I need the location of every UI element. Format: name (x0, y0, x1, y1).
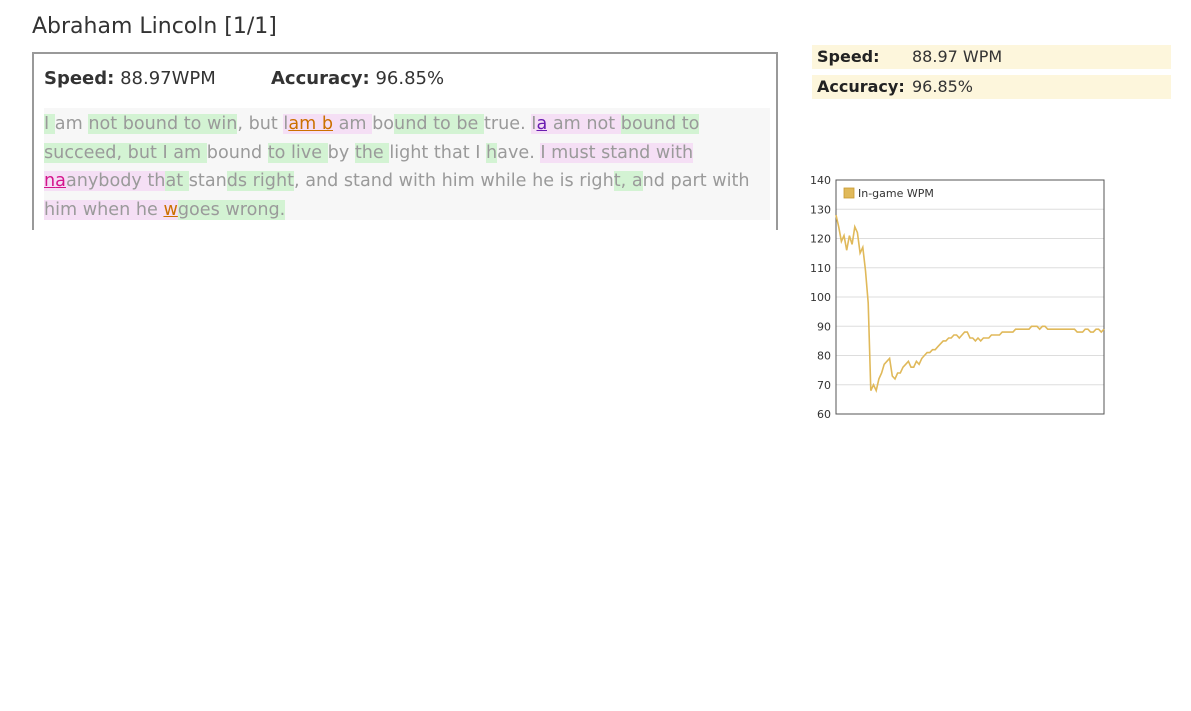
summary-accuracy-label: Accuracy: (817, 77, 905, 96)
summary-speed-label: Speed: (817, 47, 880, 66)
passage-segment: at (165, 171, 189, 191)
y-tick-label: 140 (810, 174, 831, 187)
accuracy-label: Accuracy: (271, 68, 370, 89)
passage-segment: be (456, 114, 484, 134)
passage-segment: , and stand with him while he is righ (294, 171, 614, 191)
passage-segment: succeed, but (44, 142, 163, 163)
summary-stats: Speed: 88.97 WPM Accuracy: 96.85% (812, 45, 1171, 105)
passage-segment: , but (237, 114, 284, 134)
passage-segment: ave. (497, 142, 541, 163)
passage-segment: ds right (226, 171, 295, 191)
series-line (835, 214, 1105, 394)
passage-segment: I (44, 114, 55, 134)
y-tick-label: 80 (817, 350, 831, 363)
passage-segment: l (283, 114, 289, 134)
summary-accuracy-row: Accuracy: 96.85% (812, 75, 1171, 99)
wpm-chart: 60 70 80 90 100 110 120 130 140 In-game WPM (810, 174, 1105, 421)
y-tick-label: 90 (817, 320, 831, 333)
passage-segment: bo (372, 114, 395, 134)
passage-segment: I must (540, 142, 602, 163)
passage-segment: not (88, 114, 123, 134)
passage-segment: light that I (389, 142, 487, 163)
y-tick-label: 130 (810, 203, 831, 216)
passage-segment: bo (620, 114, 643, 134)
passage-segment: th (147, 171, 166, 191)
passage-segment: und (394, 114, 434, 134)
passage-segment: live (291, 142, 328, 163)
passage-segment: h (486, 142, 498, 163)
passage-segment: goes wrong. (177, 199, 286, 220)
legend-swatch (843, 187, 855, 199)
passage-line: naanybody that stands right, and stand w… (44, 167, 770, 196)
summary-speed-row: Speed: 88.97 WPM (812, 45, 1171, 69)
y-tick-label: 100 (810, 291, 831, 304)
passage-segment: am b (288, 114, 333, 134)
passage-segment: I (531, 114, 537, 134)
passage-segment: to (267, 142, 292, 163)
passage-segment: w (163, 199, 178, 220)
y-tick-label: 70 (817, 379, 831, 392)
accuracy-stat: Accuracy: 96.85% (271, 68, 444, 89)
passage-segment: him when he (44, 199, 164, 220)
speed-stat: Speed: 88.97WPM (44, 68, 216, 89)
accuracy-value: 96.85% (375, 68, 445, 89)
passage-segment: bound (206, 142, 268, 163)
passage-segment: to (433, 114, 457, 134)
page-title: Abraham Lincoln [1/1] (32, 14, 277, 39)
passage-segment: anybody (65, 171, 148, 191)
passage-segment: a (55, 171, 66, 191)
y-tick-label: 120 (810, 233, 831, 246)
legend-label: In-game WPM (858, 187, 934, 200)
summary-speed-value: 88.97 WPM (912, 47, 1003, 66)
passage-line: him when he wgoes wrong. (44, 196, 770, 225)
passage-segment: stand with (601, 142, 694, 163)
race-result-panel: Speed: 88.97WPM Accuracy: 96.85% I am no… (32, 52, 778, 230)
passage-segment: n (44, 171, 56, 191)
speed-label: Speed: (44, 68, 115, 89)
speed-value: 88.97WPM (120, 68, 216, 89)
plot-border (835, 179, 1105, 415)
result-stats: Speed: 88.97WPM Accuracy: 96.85% (44, 68, 444, 89)
passage-segment: t, a (613, 171, 643, 191)
passage-segment: the (354, 142, 390, 163)
passage-line: succeed, but I am bound to live by the l… (44, 139, 770, 168)
passage-segment: bound (122, 114, 184, 134)
passage-segment: am (333, 114, 373, 134)
passage-segment: am not (547, 114, 621, 134)
passage-segment: by (327, 142, 355, 163)
passage-line: I am not bound to win, but lam b am boun… (44, 110, 770, 139)
passage-segment: I am (162, 142, 207, 163)
summary-accuracy-value: 96.85% (912, 77, 974, 96)
passage-segment: am (54, 114, 89, 134)
typed-passage: I am not bound to win, but lam b am boun… (44, 110, 770, 224)
y-tick-label: 110 (810, 262, 831, 275)
typed-text-box: I am not bound to win, but lam b am boun… (44, 108, 770, 220)
passage-segment: a (536, 114, 548, 134)
y-tick-label: 60 (817, 408, 831, 421)
passage-segment: nd part with (642, 171, 750, 191)
passage-segment: stan (188, 171, 227, 191)
passage-segment: true. (483, 114, 532, 134)
passage-segment: win (206, 114, 238, 134)
passage-segment: und to (642, 114, 700, 134)
passage-segment: to (183, 114, 207, 134)
